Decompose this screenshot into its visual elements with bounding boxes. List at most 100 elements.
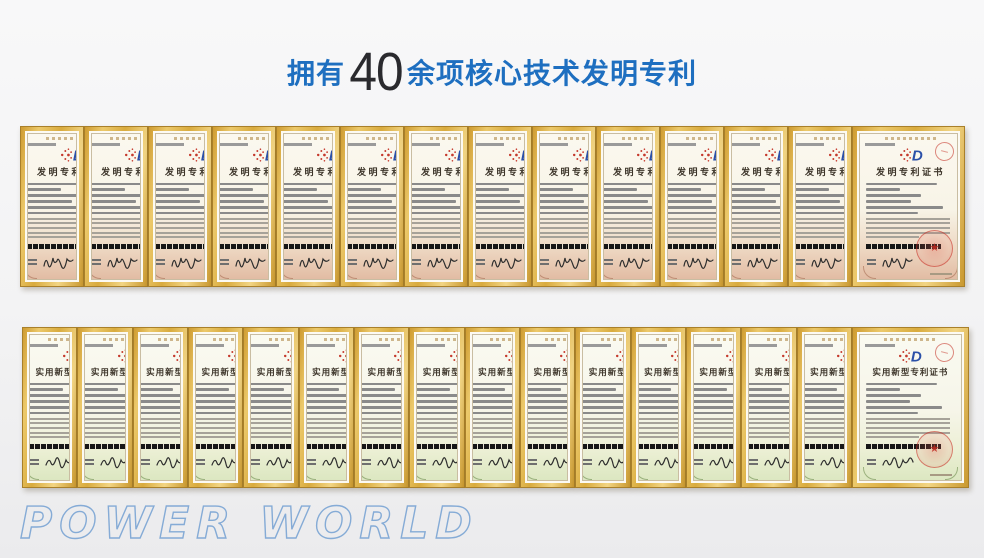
signature-icon xyxy=(746,253,780,271)
signer-label-lines xyxy=(796,257,805,267)
invention-certificate: D 发明专利证书 xyxy=(148,126,212,287)
signature-row xyxy=(284,253,332,272)
red-seal-icon: ★ xyxy=(915,431,953,468)
barcode-line xyxy=(417,444,457,449)
patent-office-logo-icon: D xyxy=(636,147,653,163)
signature-icon xyxy=(881,453,915,471)
utility-model-certificate: D 实用新型专利证书 xyxy=(298,327,354,488)
certificate-content: D 发明专利证书 xyxy=(732,137,780,279)
certificate-number-line xyxy=(796,143,824,146)
certificate-number-line xyxy=(732,143,760,146)
barcode-line xyxy=(865,444,941,449)
certificate-paragraph-lines xyxy=(604,217,652,239)
patent-office-logo-icon: D xyxy=(781,349,789,362)
certificate-number-line xyxy=(476,143,504,146)
certificate-field-lines xyxy=(348,182,396,215)
patent-office-logo-icon: D xyxy=(700,147,716,163)
top-ornament-icon xyxy=(490,338,512,341)
patent-office-logo-icon: D xyxy=(394,349,402,362)
invention-certificate: D 发明专利证书 xyxy=(20,126,84,287)
certificate-content: D 发明专利证书 xyxy=(412,137,460,279)
signature-icon xyxy=(362,253,396,271)
invention-patent-row: D 发明专利证书 xyxy=(20,126,965,287)
patent-office-logo-icon: D xyxy=(828,147,844,163)
signer-label-lines xyxy=(693,457,703,467)
barcode-line xyxy=(140,444,180,449)
certificate-title: 实用新型专利证书 xyxy=(201,367,237,378)
top-ornament-icon xyxy=(213,338,236,341)
svg-text:D: D xyxy=(136,147,141,163)
invention-certificate: D 发明专利证书 xyxy=(212,126,276,287)
certificate-field-lines xyxy=(583,382,623,415)
signer-label-lines xyxy=(668,257,677,267)
page-title-prefix: 拥有 xyxy=(286,58,345,89)
top-ornament-icon xyxy=(102,338,125,341)
top-ornament-icon xyxy=(173,137,204,140)
top-ornament-icon xyxy=(324,338,346,341)
corner-ornament-icon xyxy=(583,467,593,480)
certificate-mat: D 发明专利证书 xyxy=(153,131,207,282)
signature-row xyxy=(749,453,789,472)
barcode-line xyxy=(284,244,332,249)
top-ornament-icon xyxy=(109,137,140,140)
certificate-mat: D 发明专利证书 xyxy=(793,131,847,282)
utility-model-certificate: D 实用新型专利证书 xyxy=(132,327,188,488)
certificate-field-lines xyxy=(30,382,70,415)
signer-label-lines xyxy=(540,257,549,267)
signature-icon xyxy=(426,253,460,271)
certificate-mat: D 实用新型专利证书 xyxy=(82,332,128,483)
top-ornament-icon xyxy=(822,338,844,341)
certificate-content: D 实用新型专利证书 xyxy=(860,338,961,480)
barcode-line xyxy=(796,244,844,249)
certificate-paper: D 实用新型专利证书 xyxy=(416,334,458,481)
corner-ornament-icon xyxy=(28,266,37,279)
certificate-number-line xyxy=(668,143,696,146)
certificate-title: 实用新型专利证书 xyxy=(367,367,403,378)
patent-office-logo-icon: D xyxy=(899,147,922,163)
certificate-field-lines xyxy=(412,182,460,215)
certificate-paragraph-lines xyxy=(804,417,844,439)
utility-model-certificate: D 实用新型专利证书 xyxy=(353,327,410,488)
certificate-paragraph-lines xyxy=(732,217,780,239)
certificate-paper: D 发明专利证书 xyxy=(731,133,781,280)
signature-row xyxy=(348,253,396,272)
certificate-paragraph-lines xyxy=(417,417,457,439)
patent-office-logo-icon: D xyxy=(444,147,460,163)
signer-label-lines xyxy=(220,257,229,267)
barcode-line xyxy=(30,444,70,449)
top-ornament-icon xyxy=(884,137,937,140)
svg-text:D: D xyxy=(392,147,397,163)
patent-office-logo-icon: D xyxy=(505,349,512,362)
signature-row xyxy=(417,453,457,472)
certificate-content: D 实用新型专利证书 xyxy=(749,338,789,480)
svg-text:D: D xyxy=(648,147,653,163)
corner-ornament-icon xyxy=(693,467,703,480)
page-title: 拥有 40 余项核心技术发明专利 xyxy=(0,42,984,102)
certificate-title: 发明专利证书 xyxy=(612,167,652,178)
signature-row xyxy=(866,453,961,472)
invention-certificate: D 发明专利证书 xyxy=(532,126,596,287)
corner-ornament-icon xyxy=(749,467,759,480)
signature-icon xyxy=(618,253,652,271)
certificate-content: D 发明专利证书 xyxy=(796,137,844,279)
signer-label-lines xyxy=(284,257,293,267)
barcode-line xyxy=(195,444,236,449)
patent-office-logo-icon: D xyxy=(228,349,236,362)
signer-label-lines xyxy=(195,457,205,467)
wide-invention-certificate: D 发明专利证书 xyxy=(852,126,965,287)
certificate-paragraph-lines xyxy=(361,417,402,439)
certificate-mat: D 发明专利证书 xyxy=(25,131,79,282)
signer-label-lines xyxy=(361,457,371,467)
certificate-title: 发明专利证书 xyxy=(548,167,588,178)
certificate-title: 实用新型专利证书 xyxy=(146,367,181,378)
certificate-number-line xyxy=(804,344,833,347)
utility-model-certificate: D 实用新型专利证书 xyxy=(575,327,631,488)
wide-utility-model-certificate: D 实用新型专利证书 xyxy=(851,327,969,488)
certificate-number-line xyxy=(220,143,248,146)
corner-ornament-icon xyxy=(306,467,316,480)
signature-icon xyxy=(810,253,844,271)
certificate-number-line xyxy=(195,344,224,347)
certificate-title: 发明专利证书 xyxy=(228,167,268,178)
certificate-paper: D 实用新型专利证书 xyxy=(84,334,126,481)
